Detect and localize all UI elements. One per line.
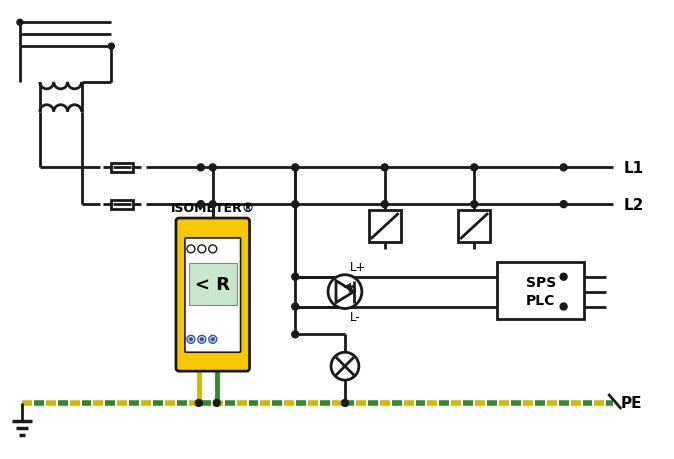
Circle shape xyxy=(17,20,23,26)
Circle shape xyxy=(292,201,299,208)
Bar xyxy=(189,263,237,305)
Bar xyxy=(369,211,400,242)
Circle shape xyxy=(197,164,204,172)
Circle shape xyxy=(331,353,359,380)
Polygon shape xyxy=(336,281,354,303)
Bar xyxy=(497,262,584,320)
Circle shape xyxy=(189,338,192,341)
Text: L+: L+ xyxy=(350,260,366,273)
Text: < R: < R xyxy=(195,275,231,293)
Circle shape xyxy=(209,201,216,208)
Circle shape xyxy=(560,201,567,208)
Text: L-: L- xyxy=(350,310,361,323)
FancyBboxPatch shape xyxy=(176,218,249,371)
Circle shape xyxy=(560,303,567,310)
Bar xyxy=(111,164,133,173)
Circle shape xyxy=(187,336,195,343)
Text: SPS: SPS xyxy=(526,275,556,289)
Circle shape xyxy=(342,400,348,407)
Circle shape xyxy=(211,338,214,341)
Circle shape xyxy=(209,246,217,253)
Circle shape xyxy=(195,400,202,407)
Circle shape xyxy=(381,201,388,208)
Bar xyxy=(111,201,133,210)
Text: L1: L1 xyxy=(623,161,644,175)
Circle shape xyxy=(470,164,478,172)
Circle shape xyxy=(209,164,216,172)
Circle shape xyxy=(470,201,478,208)
Circle shape xyxy=(198,336,206,343)
Text: PE: PE xyxy=(620,396,642,410)
Circle shape xyxy=(560,164,567,172)
FancyBboxPatch shape xyxy=(185,238,241,353)
Circle shape xyxy=(209,336,217,343)
Circle shape xyxy=(292,303,299,310)
Circle shape xyxy=(328,275,362,309)
Circle shape xyxy=(292,274,299,280)
Circle shape xyxy=(560,274,567,280)
Circle shape xyxy=(381,164,388,172)
Circle shape xyxy=(109,44,115,50)
Circle shape xyxy=(198,246,206,253)
Circle shape xyxy=(292,164,299,172)
Circle shape xyxy=(200,338,204,341)
Circle shape xyxy=(197,201,204,208)
Text: L2: L2 xyxy=(623,197,644,212)
Text: PLC: PLC xyxy=(526,293,555,307)
Circle shape xyxy=(292,331,299,338)
Text: ISOMETER®: ISOMETER® xyxy=(171,202,255,215)
Circle shape xyxy=(213,400,220,407)
Circle shape xyxy=(187,246,195,253)
Bar xyxy=(458,211,490,242)
